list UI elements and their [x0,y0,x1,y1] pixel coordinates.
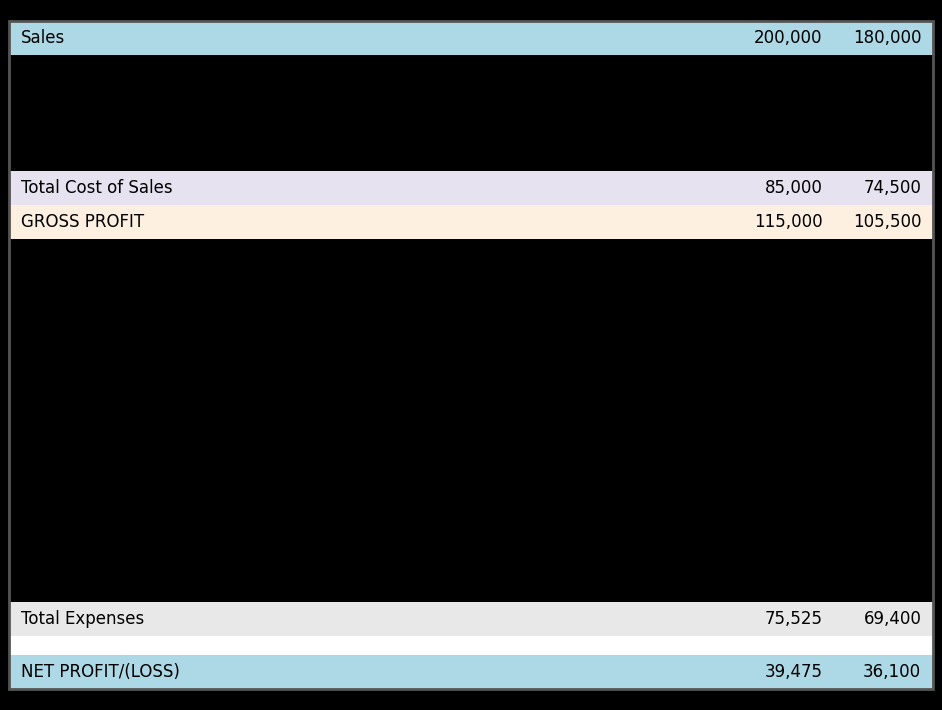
Bar [9,171,933,205]
Text: 180,000: 180,000 [853,29,921,48]
Bar [9,55,933,171]
Text: 36,100: 36,100 [863,662,921,681]
Text: 39,475: 39,475 [764,662,822,681]
Text: Total Cost of Sales: Total Cost of Sales [21,179,172,197]
Text: NET PROFIT/(LOSS): NET PROFIT/(LOSS) [21,662,180,681]
Text: 85,000: 85,000 [765,179,822,197]
Bar [9,239,933,601]
Text: 75,525: 75,525 [764,610,822,628]
Bar [9,655,933,689]
Text: 69,400: 69,400 [864,610,921,628]
Text: Total Expenses: Total Expenses [21,610,144,628]
Bar [9,21,933,55]
Text: 200,000: 200,000 [754,29,822,48]
Text: 105,500: 105,500 [853,213,921,231]
Text: GROSS PROFIT: GROSS PROFIT [21,213,144,231]
Bar [9,601,933,635]
Text: 115,000: 115,000 [754,213,822,231]
Text: 74,500: 74,500 [864,179,921,197]
Bar [9,205,933,239]
Text: Sales: Sales [21,29,65,48]
Bar [9,635,933,655]
